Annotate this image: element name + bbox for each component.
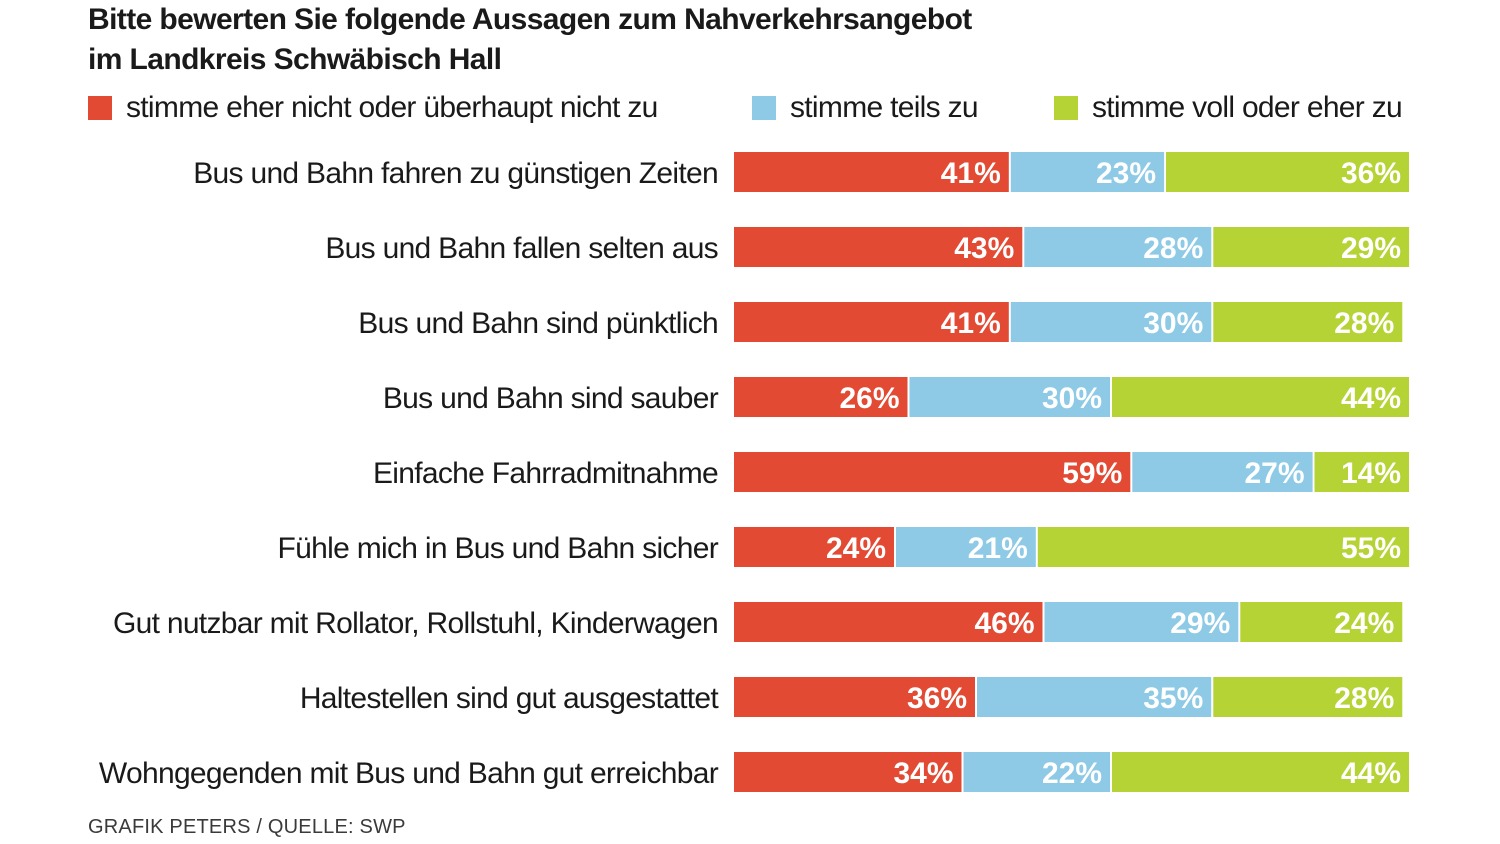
bar-segment-disagree	[734, 752, 962, 792]
chart-title-line-2: im Landkreis Schwäbisch Hall	[88, 43, 502, 76]
bar-segment-disagree	[734, 527, 894, 567]
bar-segment-agree	[1112, 377, 1409, 417]
legend-label-partly: stimme teils zu	[790, 91, 979, 124]
category-label: Haltestellen sind gut ausgestattet	[300, 682, 720, 715]
data-label-disagree: 41%	[941, 307, 1001, 340]
data-label-partly: 21%	[968, 532, 1028, 565]
legend-label-disagree: stimme eher nicht oder überhaupt nicht z…	[126, 91, 658, 124]
bar-segment-agree	[1213, 302, 1403, 342]
bar-segment-disagree	[734, 227, 1023, 267]
bar-segment-partly	[1044, 602, 1239, 642]
data-label-partly: 23%	[1096, 157, 1156, 190]
data-label-partly: 30%	[1042, 382, 1102, 415]
category-label: Einfache Fahrradmitnahme	[373, 457, 718, 490]
bar-segment-disagree	[734, 152, 1009, 192]
category-label: Gut nutzbar mit Rollator, Rollstuhl, Kin…	[113, 607, 718, 640]
data-label-disagree: 36%	[907, 682, 967, 715]
data-label-agree: 36%	[1341, 157, 1401, 190]
data-label-agree: 28%	[1334, 682, 1394, 715]
bar-segment-disagree	[734, 602, 1043, 642]
bar-segment-partly	[1024, 227, 1212, 267]
data-label-agree: 29%	[1341, 232, 1401, 265]
bar-segment-agree	[1112, 752, 1409, 792]
legend-swatch-partly	[752, 96, 776, 120]
legend-swatch-disagree	[88, 96, 112, 120]
category-label: Bus und Bahn sind sauber	[383, 382, 719, 415]
data-label-agree: 55%	[1341, 532, 1401, 565]
data-label-disagree: 24%	[826, 532, 886, 565]
source-credit: GRAFIK PETERS / QUELLE: SWP	[88, 816, 406, 838]
bar-segment-partly	[909, 377, 1110, 417]
category-label: Bus und Bahn sind pünktlich	[358, 307, 718, 340]
legend-label-agree: stimme voll oder eher zu	[1092, 91, 1403, 124]
legend-item-partly: stimme teils zu	[752, 90, 979, 126]
data-label-partly: 30%	[1143, 307, 1203, 340]
data-label-disagree: 43%	[954, 232, 1014, 265]
bar-segment-disagree	[734, 377, 908, 417]
bar-segment-partly	[977, 677, 1212, 717]
data-label-agree: 44%	[1341, 382, 1401, 415]
bar-segment-disagree	[734, 302, 1009, 342]
data-label-disagree: 46%	[974, 607, 1034, 640]
chart-title-line-1: Bitte bewerten Sie folgende Aussagen zum…	[88, 3, 972, 36]
category-label: Bus und Bahn fallen selten aus	[325, 232, 718, 265]
legend-swatch-agree	[1054, 96, 1078, 120]
bar-segment-agree	[1240, 602, 1403, 642]
data-label-partly: 28%	[1143, 232, 1203, 265]
bar-segment-partly	[1132, 452, 1313, 492]
data-label-agree: 24%	[1334, 607, 1394, 640]
bar-segment-agree	[1213, 677, 1403, 717]
bar-segment-agree	[1213, 227, 1410, 267]
data-label-disagree: 41%	[941, 157, 1001, 190]
data-label-partly: 35%	[1143, 682, 1203, 715]
data-label-agree: 14%	[1341, 457, 1401, 490]
category-label: Bus und Bahn fahren zu günstigen Zeiten	[193, 157, 718, 190]
data-label-partly: 29%	[1170, 607, 1230, 640]
bar-segment-disagree	[734, 452, 1131, 492]
category-label: Wohngegenden mit Bus und Bahn gut erreic…	[99, 757, 719, 790]
data-label-agree: 28%	[1334, 307, 1394, 340]
data-label-disagree: 59%	[1062, 457, 1122, 490]
data-label-agree: 44%	[1341, 757, 1401, 790]
data-label-disagree: 26%	[839, 382, 899, 415]
legend-item-agree: stimme voll oder eher zu	[1054, 90, 1403, 126]
bar-segment-agree	[1166, 152, 1409, 192]
bar-segment-partly	[1010, 152, 1165, 192]
bar-segment-agree	[1037, 527, 1410, 567]
data-label-disagree: 34%	[893, 757, 953, 790]
data-label-partly: 27%	[1244, 457, 1304, 490]
bar-segment-agree	[1314, 452, 1409, 492]
bar-segment-partly	[963, 752, 1110, 792]
category-label: Fühle mich in Bus und Bahn sicher	[278, 532, 719, 565]
legend-item-disagree: stimme eher nicht oder überhaupt nicht z…	[88, 90, 658, 126]
bar-segment-partly	[1010, 302, 1212, 342]
bar-segment-partly	[896, 527, 1036, 567]
bar-segment-disagree	[734, 677, 975, 717]
data-label-partly: 22%	[1042, 757, 1102, 790]
